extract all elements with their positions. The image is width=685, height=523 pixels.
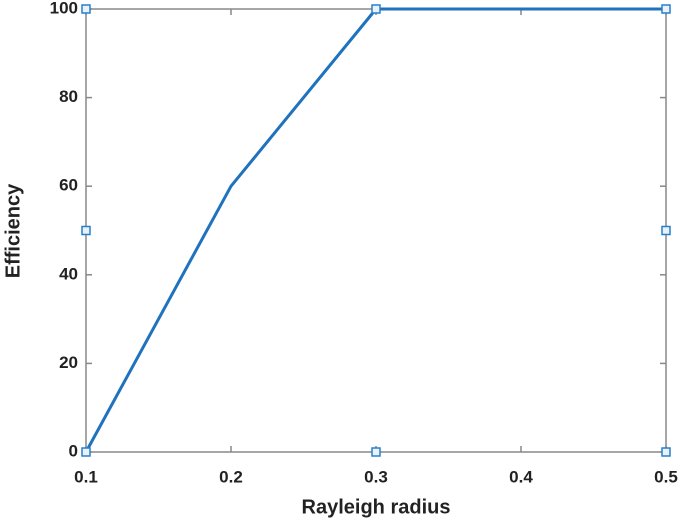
y-tick-label: 100 [50, 0, 78, 17]
x-tick-label: 0.5 [654, 467, 678, 486]
selection-handle [661, 225, 671, 236]
selection-handle [661, 447, 671, 457]
y-tick-label: 20 [59, 353, 78, 372]
selection-handle [81, 447, 91, 457]
y-axis-label: Efficiency [2, 183, 24, 278]
x-axis-label: Rayleigh radius [302, 496, 451, 518]
y-tick-label: 60 [59, 176, 78, 195]
selection-handle [81, 4, 91, 14]
data-line [84, 7, 666, 453]
selection-handle [81, 225, 91, 236]
selection-handle [661, 4, 671, 14]
x-tick-label: 0.3 [364, 467, 388, 486]
selection-handle [371, 4, 381, 14]
plot-frame [85, 8, 667, 453]
y-tick-label: 80 [59, 87, 78, 106]
x-tick-label: 0.4 [509, 467, 533, 486]
y-tick-label: 0 [69, 441, 78, 460]
y-tick-label: 40 [59, 264, 78, 283]
x-tick-label: 0.2 [219, 467, 243, 486]
x-tick-label: 0.1 [74, 467, 98, 486]
selection-handle [371, 447, 381, 457]
